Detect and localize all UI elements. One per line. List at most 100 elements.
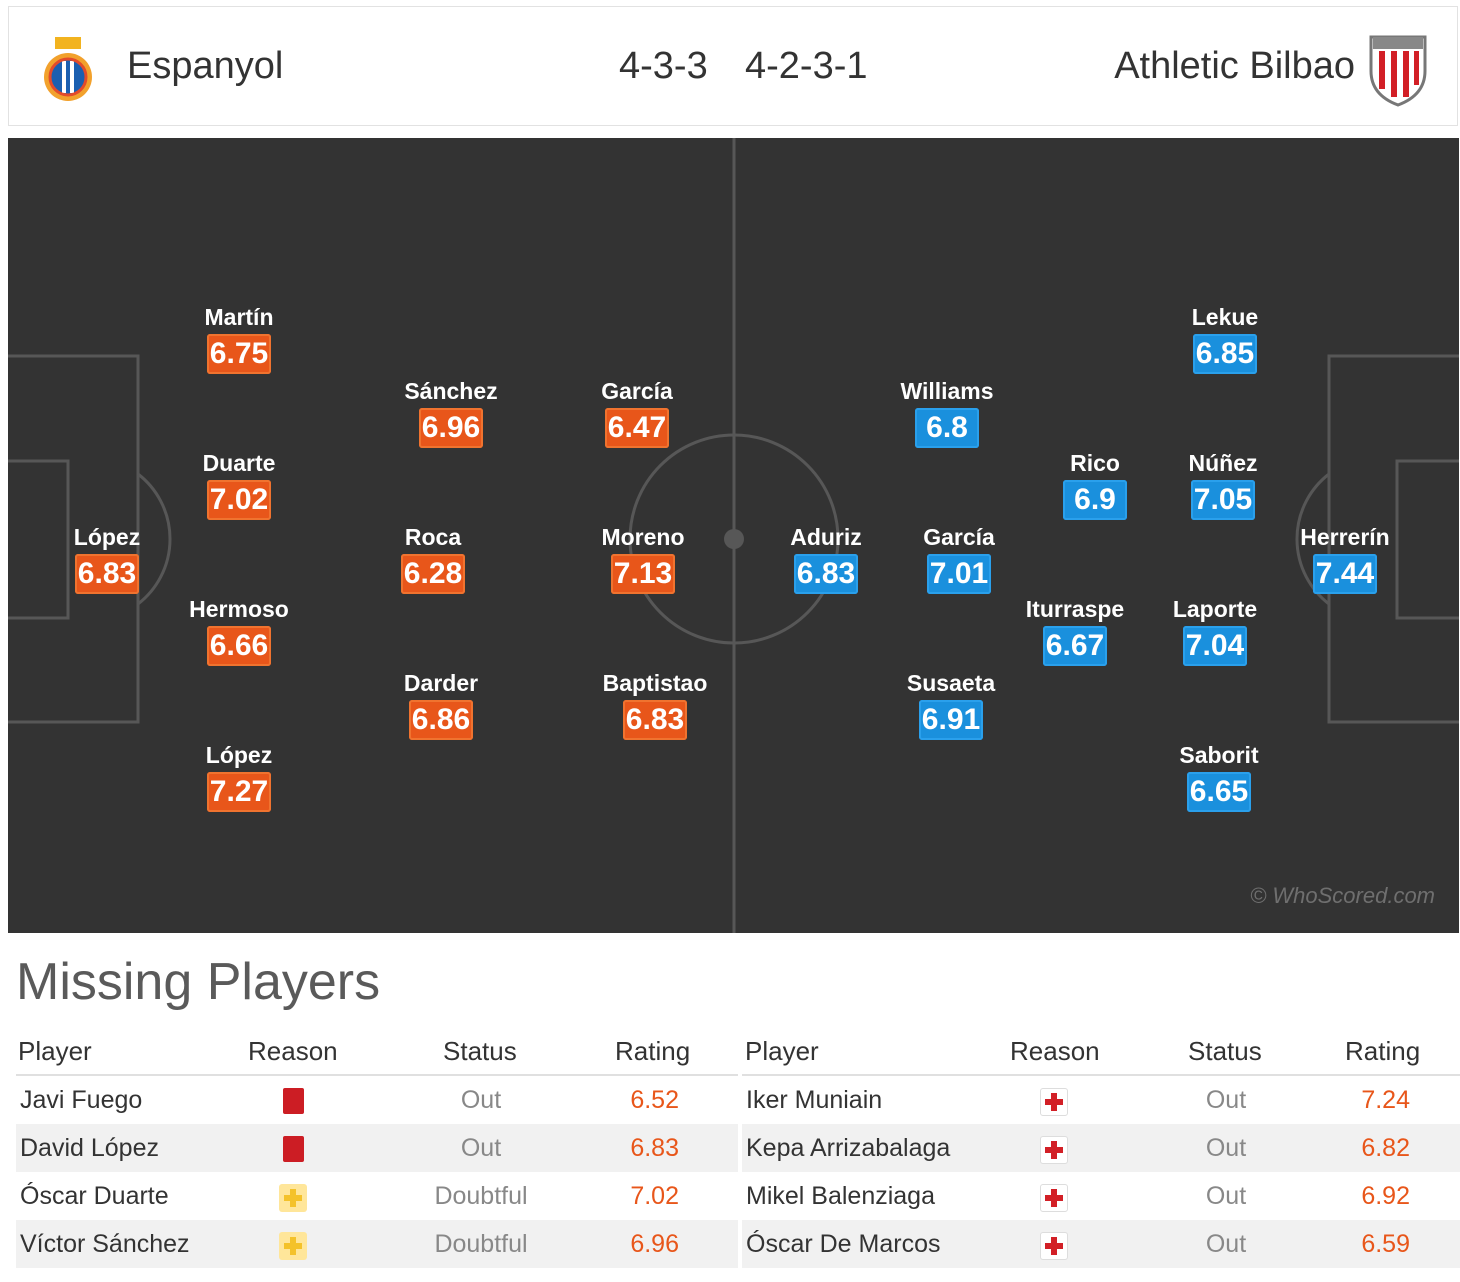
- table-row[interactable]: David López Out 6.83: [16, 1124, 738, 1172]
- away-player-lam[interactable]: Williams 6.8: [862, 378, 1032, 468]
- player-name: López: [205, 742, 273, 768]
- away-player-lb[interactable]: Lekue 6.85: [1140, 304, 1310, 394]
- player-rating: 6.96: [419, 408, 483, 448]
- missing-player-name[interactable]: Óscar De Marcos: [746, 1230, 941, 1258]
- player-name: García: [923, 524, 995, 550]
- table-row[interactable]: Mikel Balenziaga Out 6.92: [742, 1172, 1460, 1220]
- away-player-cam[interactable]: García 7.01: [874, 524, 1044, 614]
- home-player-lm[interactable]: Sánchez 6.96: [366, 378, 536, 468]
- missing-player-name[interactable]: Víctor Sánchez: [20, 1230, 190, 1258]
- table-row[interactable]: Kepa Arrizabalaga Out 6.82: [742, 1124, 1460, 1172]
- col-reason[interactable]: Reason: [248, 1036, 338, 1066]
- player-rating: 6.83: [623, 700, 687, 740]
- player-name: Duarte: [202, 450, 276, 476]
- table-row[interactable]: Víctor Sánchez Doubtful 6.96: [16, 1220, 738, 1268]
- match-header: Espanyol 4-3-3 4-2-3-1 Athletic Bilbao: [8, 6, 1458, 126]
- player-rating: 6.91: [919, 700, 983, 740]
- home-player-rcb[interactable]: Hermoso 6.66: [154, 596, 324, 686]
- athletic-bilbao-badge-icon: [1369, 35, 1427, 107]
- missing-rating: 6.52: [630, 1086, 679, 1114]
- injury-icon: [1040, 1232, 1068, 1260]
- home-player-rw[interactable]: Baptistao 6.83: [570, 670, 740, 760]
- missing-rating: 6.83: [630, 1134, 679, 1162]
- player-name: Sánchez: [404, 378, 498, 404]
- player-rating: 7.02: [207, 480, 271, 520]
- missing-player-name[interactable]: Iker Muniain: [746, 1086, 883, 1114]
- col-status[interactable]: Status: [443, 1036, 517, 1066]
- player-name: Rico: [1070, 450, 1120, 476]
- table-header: Player Reason Status Rating: [16, 1028, 738, 1076]
- away-player-rdm[interactable]: Iturraspe 6.67: [990, 596, 1160, 686]
- home-player-lw[interactable]: García 6.47: [552, 378, 722, 468]
- injury-icon: [1040, 1088, 1068, 1116]
- player-name: Moreno: [601, 524, 685, 550]
- away-player-rcb[interactable]: Laporte 7.04: [1130, 596, 1300, 686]
- player-rating: 6.83: [794, 554, 858, 594]
- player-rating: 6.83: [75, 554, 139, 594]
- missing-status: Out: [460, 1134, 502, 1162]
- missing-player-name[interactable]: Javi Fuego: [20, 1086, 143, 1114]
- table-row[interactable]: Óscar Duarte Doubtful 7.02: [16, 1172, 738, 1220]
- col-rating[interactable]: Rating: [615, 1036, 691, 1066]
- whoscored-watermark: © WhoScored.com: [1250, 883, 1435, 908]
- player-rating: 7.01: [927, 554, 991, 594]
- player-rating: 7.44: [1313, 554, 1377, 594]
- home-player-rm[interactable]: Darder 6.86: [356, 670, 526, 760]
- player-rating: 6.75: [207, 334, 271, 374]
- player-rating: 6.86: [409, 700, 473, 740]
- missing-rating: 6.82: [1361, 1134, 1410, 1162]
- col-player[interactable]: Player: [18, 1036, 92, 1066]
- missing-player-name[interactable]: Kepa Arrizabalaga: [746, 1134, 951, 1162]
- missing-rating: 7.02: [630, 1182, 679, 1210]
- player-name: Laporte: [1172, 596, 1258, 622]
- table-row[interactable]: Javi Fuego Out 6.52: [16, 1076, 738, 1124]
- away-player-rb[interactable]: Saborit 6.65: [1134, 742, 1304, 832]
- home-team-name[interactable]: Espanyol: [127, 45, 284, 87]
- missing-status: Out: [1205, 1086, 1247, 1114]
- table-row[interactable]: Óscar De Marcos Out 6.59: [742, 1220, 1460, 1268]
- missing-rating: 6.92: [1361, 1182, 1410, 1210]
- away-player-ldm[interactable]: Rico 6.9: [1010, 450, 1180, 540]
- missing-player-name[interactable]: Mikel Balenziaga: [746, 1182, 935, 1210]
- home-player-rb[interactable]: López 7.27: [154, 742, 324, 832]
- player-name: Martín: [204, 304, 274, 330]
- home-player-st[interactable]: Moreno 7.13: [558, 524, 728, 614]
- injury-icon: [1040, 1184, 1068, 1212]
- home-player-lcb[interactable]: Duarte 7.02: [154, 450, 324, 540]
- col-reason[interactable]: Reason: [1010, 1036, 1100, 1066]
- player-rating: 6.8: [915, 408, 979, 448]
- espanyol-badge-icon: [44, 37, 92, 101]
- red-card-icon: [283, 1088, 304, 1114]
- home-player-cm[interactable]: Roca 6.28: [348, 524, 518, 614]
- missing-players-title: Missing Players: [16, 953, 381, 1011]
- table-row[interactable]: Iker Muniain Out 7.24: [742, 1076, 1460, 1124]
- player-rating: 6.66: [207, 626, 271, 666]
- home-missing-table: Player Reason Status Rating Javi Fuego O…: [16, 1028, 738, 1268]
- home-player-lb[interactable]: Martín 6.75: [154, 304, 324, 394]
- red-card-icon: [283, 1136, 304, 1162]
- missing-player-name[interactable]: David López: [20, 1134, 159, 1162]
- away-player-st[interactable]: Aduriz 6.83: [741, 524, 911, 614]
- missing-rating: 6.96: [630, 1230, 679, 1258]
- player-rating: 6.85: [1193, 334, 1257, 374]
- away-team-name[interactable]: Athletic Bilbao: [1114, 45, 1355, 87]
- injury-icon: [1040, 1136, 1068, 1164]
- missing-status: Out: [1205, 1230, 1247, 1258]
- col-rating[interactable]: Rating: [1345, 1036, 1421, 1066]
- col-status[interactable]: Status: [1188, 1036, 1262, 1066]
- col-player[interactable]: Player: [745, 1036, 819, 1066]
- away-formation: 4-2-3-1: [745, 45, 868, 87]
- player-name: Williams: [900, 378, 994, 404]
- home-player-gk[interactable]: López 6.83: [22, 524, 192, 614]
- missing-player-name[interactable]: Óscar Duarte: [20, 1182, 169, 1210]
- away-player-gk[interactable]: Herrerín 7.44: [1260, 524, 1430, 614]
- away-player-ram[interactable]: Susaeta 6.91: [866, 670, 1036, 760]
- player-name: Susaeta: [906, 670, 996, 696]
- player-rating: 6.9: [1063, 480, 1127, 520]
- away-player-lcb[interactable]: Núñez 7.05: [1138, 450, 1308, 540]
- player-name: Aduriz: [790, 524, 862, 550]
- player-name: Herrerín: [1300, 524, 1390, 550]
- player-rating: 6.47: [605, 408, 669, 448]
- player-rating: 7.27: [207, 772, 271, 812]
- player-rating: 7.05: [1191, 480, 1255, 520]
